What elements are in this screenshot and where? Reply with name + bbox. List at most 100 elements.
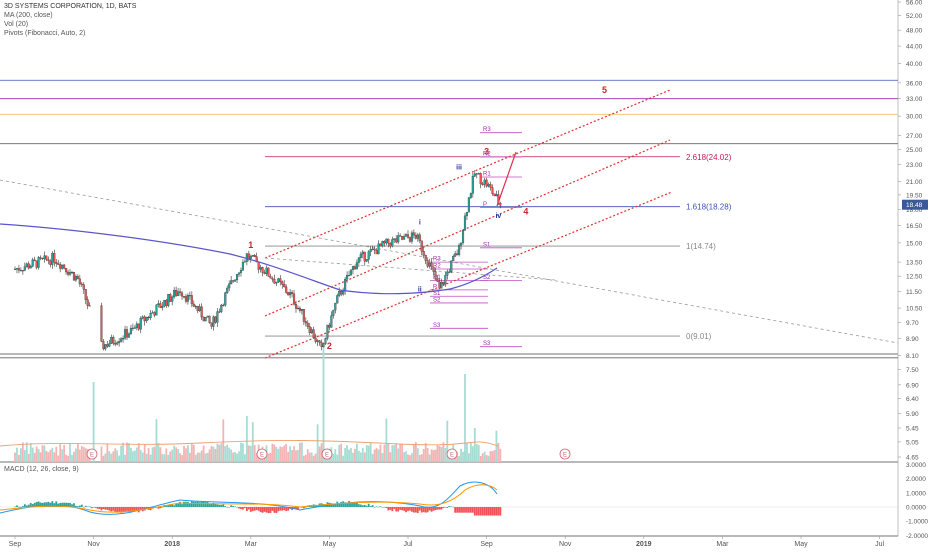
volume-bar (354, 448, 356, 462)
candle-body (330, 315, 333, 328)
candle-body (33, 259, 36, 261)
candle-body (173, 290, 176, 298)
chart-legend: 3D SYSTEMS CORPORATION, 1D, BATS MA (200… (4, 2, 136, 38)
macd-histogram-bar (190, 501, 193, 507)
macd-histogram-bar (356, 501, 358, 507)
volume-bar (464, 374, 466, 462)
macd-histogram-bar (73, 503, 75, 507)
price-tick-label: 27.00 (906, 133, 923, 140)
candle-body (74, 276, 77, 281)
price-tick-label: 5.45 (906, 425, 919, 432)
candle-body (369, 249, 372, 252)
macd-histogram-bar (67, 502, 69, 507)
candle-body (45, 255, 48, 260)
candle-body (261, 267, 264, 273)
candle-body (202, 316, 205, 322)
legend-pivots: Pivots (Fibonacci, Auto, 2) (4, 30, 86, 37)
macd-histogram-bar (106, 507, 109, 510)
candle-body (186, 295, 189, 302)
volume-bar (300, 442, 303, 462)
macd-histogram-bar (110, 507, 113, 512)
candle-body (218, 311, 221, 313)
volume-bar (426, 447, 429, 462)
volume-bar (462, 451, 464, 462)
price-tick-label: 15.00 (906, 240, 923, 247)
volume-bar (78, 449, 81, 462)
macd-histogram-bar (45, 502, 48, 507)
volume-bar (369, 442, 372, 462)
candle-body (422, 251, 425, 256)
wave-label-major: 3 (484, 147, 489, 157)
candle-body (414, 235, 417, 239)
macd-histogram-bar (367, 503, 370, 507)
macd-histogram-bar (332, 503, 335, 507)
volume-bar (167, 454, 170, 462)
macd-histogram-bar (468, 507, 470, 513)
time-tick-label: Jul (875, 541, 884, 548)
volume-bar (291, 450, 293, 462)
volume-bar (47, 452, 50, 462)
macd-histogram-bar (387, 507, 390, 511)
candle-body (200, 306, 203, 318)
grid (0, 0, 899, 537)
macd-histogram-bar (377, 506, 380, 508)
candle-body (365, 259, 368, 262)
volume-bar (218, 444, 221, 462)
macd-histogram-bar (350, 503, 352, 507)
volume-bar (373, 449, 376, 462)
macd-histogram-bar (157, 507, 160, 509)
earnings-marker (321, 448, 333, 460)
macd-histogram-bar (104, 507, 107, 510)
candle-body (15, 268, 19, 270)
volume-bar (163, 454, 166, 462)
volume-bar (334, 449, 337, 462)
price-tick-label: 10.50 (906, 306, 923, 313)
plot-background (0, 0, 898, 536)
candle-body (275, 281, 278, 284)
macd-histogram-bar (194, 501, 197, 507)
volume-bar (475, 444, 478, 462)
candle-body (196, 306, 199, 311)
volume-bar (165, 448, 168, 462)
macd-histogram-bar (63, 502, 66, 507)
volume-bar (35, 446, 38, 462)
macd-histogram-bar (464, 507, 466, 513)
macd-tick-label: 3.0000 (906, 462, 926, 469)
pivot-label: R1 (483, 172, 491, 178)
time-tick-label: Nov (559, 541, 572, 548)
macd-histogram-bar (251, 507, 254, 512)
price-tick-label: 40.00 (906, 61, 923, 68)
volume-bar (446, 420, 449, 462)
candle-body (477, 173, 480, 175)
candle-body (206, 315, 209, 318)
volume-bar (31, 447, 34, 462)
macd-histogram-bar (245, 507, 248, 512)
macd-histogram-bar (365, 505, 368, 507)
candle-body (289, 292, 292, 296)
horizontal-levels: 2.618(24.02) 1.618(18.28) 1(14.74) 0(9.01) (0, 79, 898, 359)
candle-body (267, 267, 270, 277)
macd-histogram-bar (247, 507, 250, 510)
pivot-label: R1 (433, 275, 441, 281)
fib-level-label: 2.618(24.02) (686, 153, 732, 162)
macd-histogram-bar (420, 507, 423, 513)
volume-bar (198, 452, 201, 462)
volume-bar (371, 453, 374, 462)
macd-histogram-bar (428, 507, 431, 511)
volume-bar (14, 452, 16, 462)
volume-bar (21, 442, 24, 462)
volume-bar (192, 444, 195, 462)
candle-body (269, 276, 272, 279)
macd-histogram-bar (389, 507, 392, 510)
volume-bar (483, 451, 486, 462)
macd-histogram-bar (16, 505, 18, 507)
price-tick-label: 5.05 (906, 439, 919, 446)
volume-bar (177, 449, 179, 462)
macd-histogram-bar (78, 505, 81, 507)
volume-bar (100, 446, 103, 462)
price-tick-label: 12.50 (906, 274, 923, 281)
macd-histogram-bar (232, 505, 235, 507)
volume-bar (179, 453, 181, 462)
